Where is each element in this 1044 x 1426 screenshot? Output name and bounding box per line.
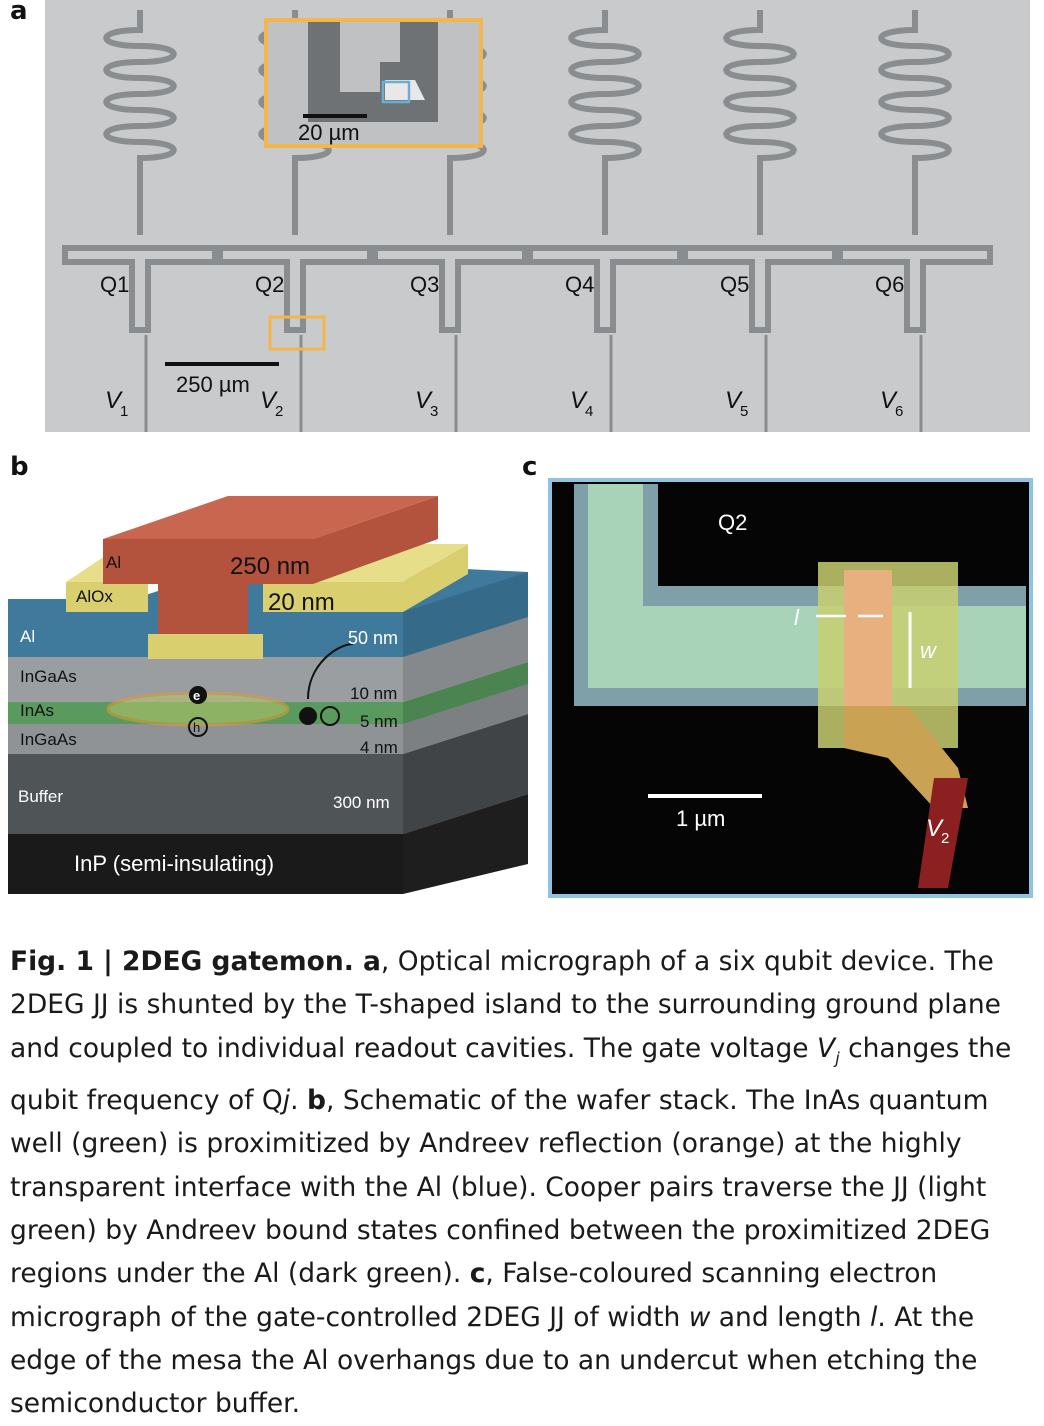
inset: 20 µm [264, 18, 483, 148]
caption-line: qubit frequency of Qj. b, Schematic of t… [10, 1085, 989, 1117]
gate-voltage-subscript: 6 [895, 403, 903, 420]
length-label: l [794, 605, 800, 630]
qubit-label: Q6 [875, 272, 904, 297]
t-island [62, 245, 218, 333]
readout-resonator [878, 10, 952, 235]
caption-line: micrograph of the gate-controlled 2DEG J… [10, 1301, 975, 1333]
label-al-thickness: 50 nm [348, 628, 398, 648]
t-island [837, 245, 993, 333]
hole-symbol: h [193, 720, 200, 735]
label-inas: InAs [20, 701, 54, 720]
sem-scale-label: 1 µm [676, 806, 725, 831]
label-substrate: InP (semi-insulating) [74, 851, 274, 876]
panel-label-c: c [522, 452, 538, 482]
gate-voltage-label: V [880, 387, 898, 414]
optical-micrograph: 20 µm 250 µm Q1 V 1 Q2 V 2 Q3 V 3 Q4 V 4 Q5 V 5 Q6 V 6 [45, 0, 1030, 432]
sem-gate-label: V [926, 815, 944, 842]
label-ingaas-bottom: InGaAs [20, 730, 77, 749]
readout-resonator [568, 10, 642, 235]
label-buffer: Buffer [18, 787, 63, 806]
scale-bar-label: 250 µm [176, 372, 250, 397]
qubit-label: Q3 [410, 272, 439, 297]
gate-voltage-subscript: 2 [275, 403, 283, 420]
t-island [217, 245, 373, 333]
readout-resonator [723, 10, 797, 235]
sem-micrograph: l w Q2 1 µm V 2 [548, 478, 1033, 900]
sem-gate-subscript: 2 [941, 830, 949, 847]
sem-qubit-label: Q2 [718, 510, 747, 535]
label-top-thickness: 250 nm [230, 553, 310, 580]
panel-label-b: b [10, 452, 29, 482]
gate-voltage-subscript: 5 [740, 403, 748, 420]
gate-voltage-subscript: 3 [430, 403, 438, 420]
label-al: Al [20, 627, 35, 646]
t-island [372, 245, 528, 333]
gate-voltage-label: V [260, 387, 278, 414]
wafer-stack-schematic: e h Al 250 nm AlOx 20 nm Al 50 nm InGaAs… [8, 484, 533, 894]
qubit-label: Q5 [720, 272, 749, 297]
label-buffer-thickness: 300 nm [333, 793, 390, 812]
t-island [527, 245, 683, 333]
gate-voltage-label: V [105, 387, 123, 414]
caption-line: 2DEG JJ is shunted by the T-shaped islan… [10, 989, 1001, 1021]
label-oxide-thickness: 20 nm [268, 589, 335, 616]
width-label: w [920, 638, 938, 663]
label-alox: AlOx [76, 587, 113, 606]
caption-line: regions under the Al (dark green). c, Fa… [10, 1258, 938, 1290]
t-island [682, 245, 838, 333]
label-ingaas-bottom-thickness: 4 nm [360, 738, 398, 757]
qubit-label: Q1 [100, 272, 129, 297]
caption-line: edge of the mesa the Al overhangs due to… [10, 1344, 978, 1376]
gate-voltage-label: V [415, 387, 433, 414]
label-ingaas-top: InGaAs [20, 667, 77, 686]
qubit-label: Q4 [565, 272, 594, 297]
gate-voltage-label: V [570, 387, 588, 414]
inset-scale-label: 20 µm [298, 120, 360, 145]
gate-voltage-subscript: 4 [585, 403, 593, 420]
caption-line: well (green) is proximitized by Andreev … [10, 1128, 962, 1160]
qubit-label: Q2 [255, 272, 284, 297]
caption-line: semiconductor buffer. [10, 1388, 301, 1420]
label-inas-thickness: 5 nm [360, 712, 398, 731]
junction-highlight [268, 315, 326, 351]
label-top-al: Al [106, 553, 121, 572]
caption-line: and coupled to individual readout caviti… [10, 1032, 1012, 1067]
caption-line: transparent interface with the Al (blue)… [10, 1171, 987, 1203]
panel-label-a: a [10, 0, 28, 26]
caption-line: green) by Andreev bound states confined … [10, 1215, 991, 1247]
gate-voltage-label: V [725, 387, 743, 414]
electron-symbol: e [193, 688, 200, 703]
sem-svg: l w Q2 1 µm V 2 [548, 478, 1033, 898]
stack-svg: e h Al 250 nm AlOx 20 nm Al 50 nm InGaAs… [8, 496, 528, 894]
gate-voltage-subscript: 1 [120, 403, 128, 420]
label-ingaas-top-thickness: 10 nm [350, 684, 397, 703]
readout-resonator [103, 10, 177, 235]
caption-line: Fig. 1 | 2DEG gatemon. a, Optical microg… [10, 946, 994, 977]
figure-caption: Fig. 1 | 2DEG gatemon. a, Optical microg… [10, 940, 1034, 1426]
